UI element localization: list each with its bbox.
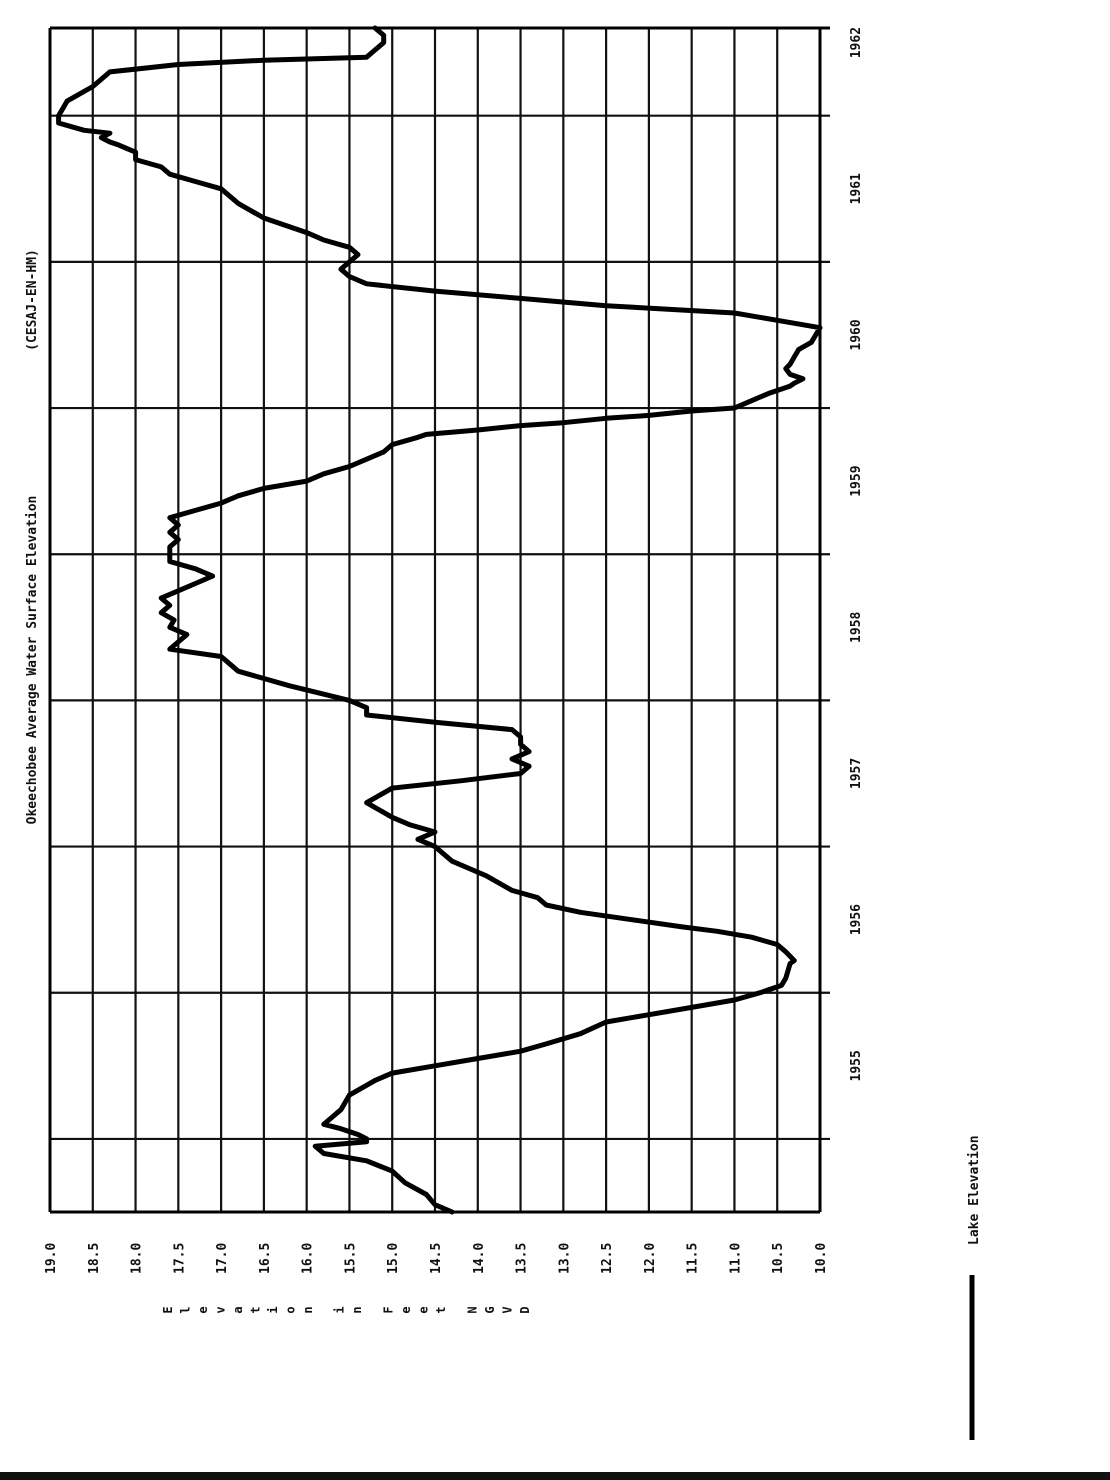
x-tick-label: 1956 xyxy=(849,904,864,935)
y-tick-label: 13.0 xyxy=(557,1243,572,1274)
x-tick-label: 1961 xyxy=(849,173,864,204)
x-tick-label: 1959 xyxy=(849,465,864,496)
y-axis-label-char: i xyxy=(266,1306,280,1313)
y-axis-label-char: e xyxy=(399,1306,413,1313)
y-tick-label: 15.0 xyxy=(386,1243,401,1274)
y-tick-label: 15.5 xyxy=(343,1243,358,1274)
labels: 19.0 18.5 18.0 17.5 17.0 16.5 16.0 15.5 15.0 14.5… xyxy=(25,27,864,1314)
y-tick-label: 11.5 xyxy=(686,1243,701,1274)
y-tick-label: 12.0 xyxy=(643,1243,658,1274)
y-tick-label: 10.5 xyxy=(771,1243,786,1274)
y-axis-label-char: e xyxy=(196,1306,210,1313)
y-tick-label: 14.5 xyxy=(429,1243,444,1274)
y-axis-label-char: a xyxy=(231,1306,245,1313)
series-lake-elevation xyxy=(56,25,823,1215)
y-tick-label: 16.0 xyxy=(301,1243,316,1274)
x-tick-label: 1955 xyxy=(849,1050,864,1081)
y-axis-label-char: N xyxy=(466,1306,480,1313)
y-axis-label-char: E xyxy=(161,1306,175,1313)
x-tick-label: 1962 xyxy=(849,27,864,58)
y-tick-label: 17.0 xyxy=(215,1243,230,1274)
y-axis-label-char: i xyxy=(333,1306,347,1313)
y-axis-label-char: v xyxy=(214,1306,228,1313)
y-axis-label-char: l xyxy=(179,1306,193,1313)
x-tick-label: 1960 xyxy=(849,319,864,350)
legend: Lake Elevation xyxy=(967,1135,982,1440)
y-axis-label-char: o xyxy=(284,1306,298,1313)
y-axis-label-char: t xyxy=(249,1306,263,1313)
axes xyxy=(48,26,830,1214)
y-tick-label: 13.5 xyxy=(515,1243,530,1274)
y-axis-label-char: V xyxy=(501,1306,515,1313)
y-axis-label-char: n xyxy=(301,1306,315,1313)
y-tick-label: 18.5 xyxy=(87,1243,102,1274)
y-tick-label: 12.5 xyxy=(600,1243,615,1274)
y-axis-label-char: D xyxy=(518,1306,532,1313)
y-tick-label: 10.0 xyxy=(814,1243,829,1274)
chart-title: Okeechobee Average Water Surface Elevati… xyxy=(25,496,40,825)
legend-label: Lake Elevation xyxy=(967,1135,982,1245)
series-layer xyxy=(56,25,823,1215)
y-tick-label: 16.5 xyxy=(258,1243,273,1274)
y-tick-label: 18.0 xyxy=(130,1243,145,1274)
x-tick-label: 1957 xyxy=(849,758,864,789)
y-tick-label: 17.5 xyxy=(172,1243,187,1274)
y-axis-label-char: F xyxy=(382,1306,396,1313)
y-axis-label-char: G xyxy=(483,1306,497,1313)
y-tick-label: 19.0 xyxy=(44,1243,59,1274)
page-bottom-rule xyxy=(0,1472,1110,1480)
grid xyxy=(48,28,830,1212)
y-tick-label: 14.0 xyxy=(472,1243,487,1274)
x-tick-label: 1958 xyxy=(849,611,864,642)
y-tick-label: 11.0 xyxy=(728,1243,743,1274)
y-axis-label-char: e xyxy=(417,1306,431,1313)
y-axis-label-char: n xyxy=(350,1306,364,1313)
y-axis-label-char: t xyxy=(434,1306,448,1313)
chart-source-tag: (CESAJ-EN-HM) xyxy=(25,249,40,351)
